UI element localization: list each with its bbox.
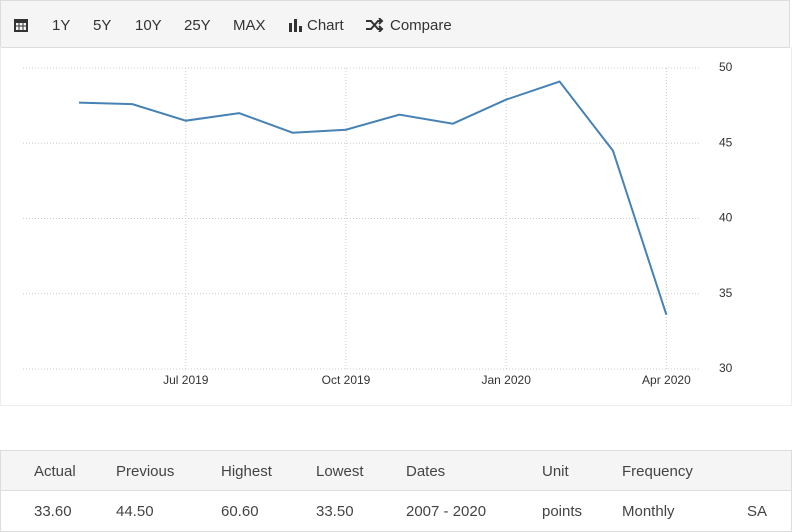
range-button[interactable]: 1Y (52, 17, 71, 34)
x-tick-label: Jan 2020 (482, 373, 532, 387)
data-cell: SA (747, 503, 768, 520)
chart-container: 30 35 40 45 50 Jul 2019 Oct 2019 Jan 2020 Apr 20… (0, 47, 792, 406)
toolbar: 1Y 5Y 10Y 25Y MAX Chart Compare (0, 0, 790, 48)
header-cell: Previous (116, 463, 175, 480)
data-cell: 33.60 (34, 503, 72, 520)
data-cell: 44.50 (116, 503, 154, 520)
chart-icon[interactable] (289, 19, 303, 32)
data-row: 33.60 44.50 60.60 33.50 2007 - 2020 points Mon… (1, 491, 791, 531)
calendar-icon[interactable] (14, 18, 28, 32)
chart-button[interactable]: Chart (307, 17, 344, 34)
stats-table: Actual Previous Highest Lowest Dates Unit Freq… (0, 450, 792, 532)
header-cell: Dates (406, 463, 446, 480)
header-cell: Actual (34, 463, 76, 480)
y-tick-label: 35 (719, 286, 733, 300)
header-cell: Unit (542, 463, 569, 480)
y-tick-label: 40 (719, 211, 733, 225)
compare-button[interactable]: Compare (390, 17, 452, 34)
data-cell: 2007 - 2020 (406, 503, 487, 520)
data-cell: 33.50 (316, 503, 354, 520)
data-cell: 60.60 (221, 503, 259, 520)
x-tick-label: Apr 2020 (642, 373, 691, 387)
range-button[interactable]: 5Y (93, 17, 112, 34)
range-button[interactable]: 10Y (135, 17, 162, 34)
range-button[interactable]: 25Y (184, 17, 211, 34)
y-tick-label: 45 (719, 135, 733, 149)
chart: 30 35 40 45 50 Jul 2019 Oct 2019 Jan 2020 Apr 20… (23, 60, 733, 387)
compare-icon[interactable] (366, 18, 384, 32)
data-cell: points (542, 503, 583, 520)
header-row: Actual Previous Highest Lowest Dates Unit Freq… (1, 451, 791, 491)
data-cell: Monthly (622, 503, 675, 520)
y-tick-label: 30 (719, 361, 733, 375)
header-cell: Highest (221, 463, 272, 480)
data-line (78, 80, 668, 316)
range-button[interactable]: MAX (233, 17, 266, 34)
header-cell: Lowest (316, 463, 364, 480)
y-tick-label: 50 (719, 60, 733, 74)
x-tick-label: Jul 2019 (163, 373, 209, 387)
header-cell: Frequency (622, 463, 693, 480)
x-tick-label: Oct 2019 (322, 373, 371, 387)
